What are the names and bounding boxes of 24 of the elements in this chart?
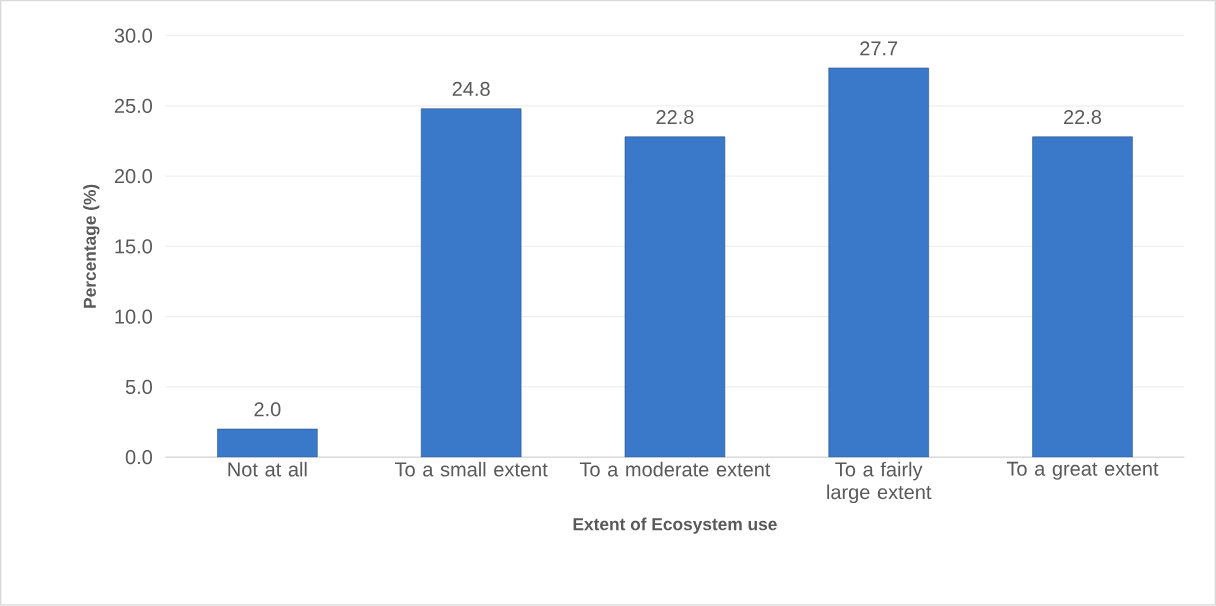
y-tick-label: 15.0 — [115, 239, 152, 254]
x-tick-label: To a great extent — [1006, 462, 1159, 480]
y-axis-title: Percentage (%) — [83, 184, 100, 308]
bar — [217, 428, 318, 458]
x-tick-label: To a fairly large extent — [827, 462, 932, 504]
bar — [420, 108, 522, 458]
bar — [1032, 136, 1133, 458]
bar — [624, 136, 726, 458]
x-tick-label: To a moderate extent — [579, 462, 771, 477]
data-label: 22.8 — [656, 110, 694, 125]
data-label: 2.0 — [254, 402, 281, 417]
x-tick-label: Not at all — [228, 462, 307, 477]
y-tick-label: 25.0 — [114, 98, 152, 114]
bar — [828, 67, 929, 458]
y-tick-label: 30.0 — [114, 28, 152, 43]
y-tick-label: 0.0 — [125, 450, 153, 465]
y-tick-label: 10.0 — [115, 309, 152, 324]
data-label: 24.8 — [452, 82, 490, 97]
y-tick-label: 20.0 — [114, 169, 152, 184]
x-tick-label: To a small extent — [394, 462, 548, 477]
y-tick-label: 5.0 — [125, 379, 153, 395]
data-label: 27.7 — [860, 41, 898, 56]
data-label: 22.8 — [1064, 110, 1102, 125]
x-axis-title: Extent of Ecosystem use — [573, 517, 777, 534]
